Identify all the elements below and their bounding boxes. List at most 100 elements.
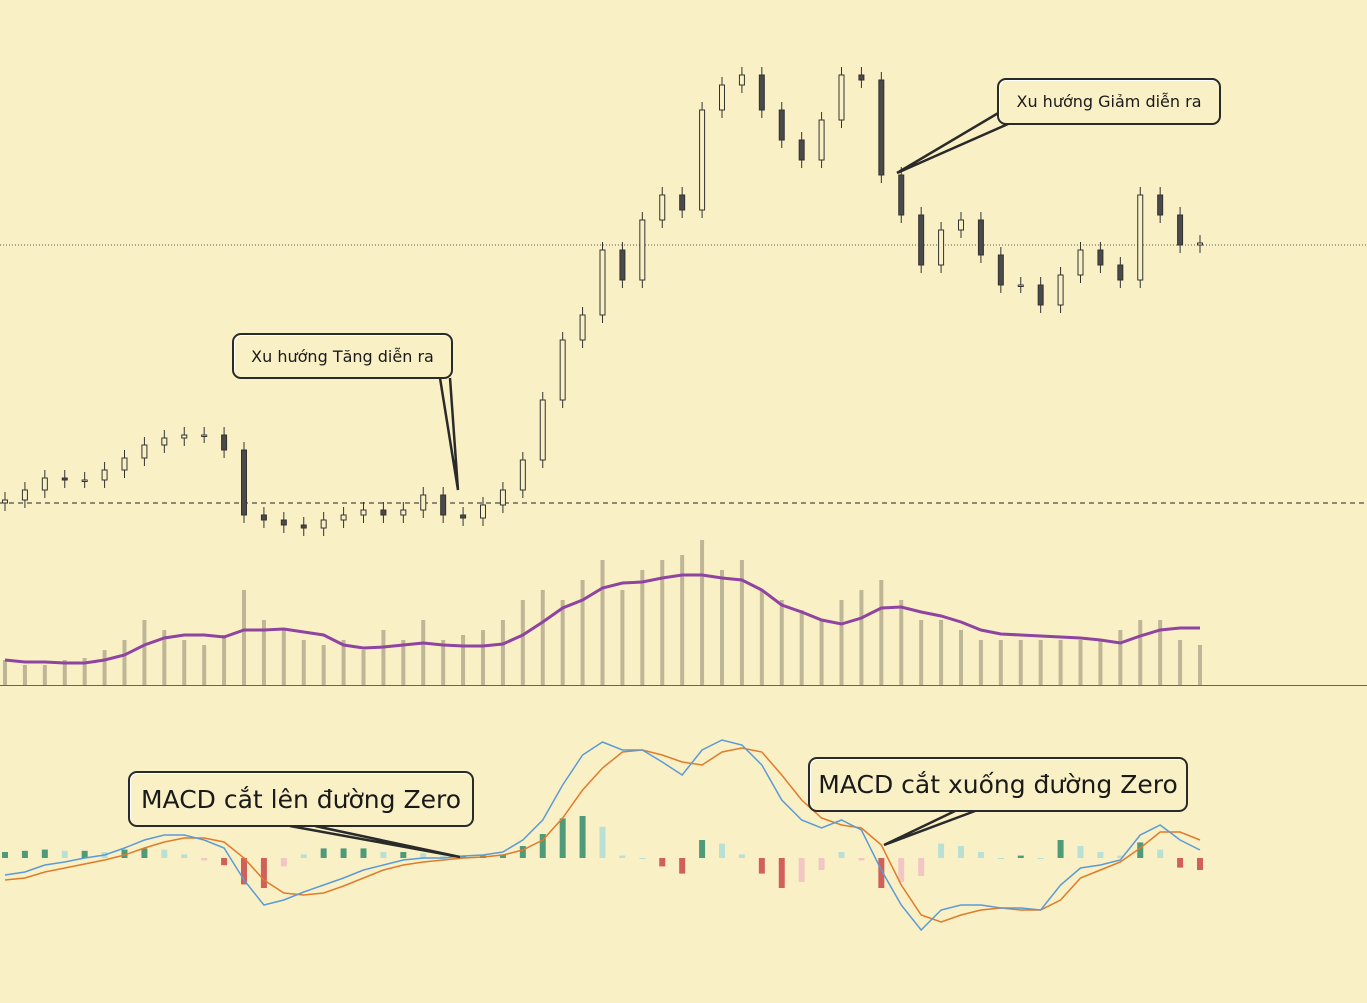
volume-bar: [739, 560, 744, 685]
candle-up: [559, 339, 566, 401]
histogram-bar: [420, 853, 427, 858]
macd-cross-down-callout: MACD cắt xuống đường Zero: [808, 757, 1188, 812]
candle-down: [878, 79, 885, 176]
volume-bar: [242, 590, 246, 685]
candle-up: [21, 489, 28, 501]
candle-up: [181, 434, 188, 439]
histogram-bar: [499, 854, 506, 858]
histogram-bar: [758, 858, 765, 874]
macd-cross-up-label: MACD cắt lên đường Zero: [140, 784, 462, 814]
histogram-bar: [161, 849, 168, 858]
volume-bar: [640, 570, 645, 685]
volume-bars: [3, 540, 1202, 685]
macd-cross-down-pointer: [883, 809, 976, 847]
volume-bar: [1178, 640, 1183, 685]
histogram-bar: [300, 854, 307, 858]
volume-bar: [799, 610, 804, 685]
macd-cross-up-pointer: [289, 824, 461, 859]
histogram-bar: [1177, 858, 1184, 868]
histogram-bar: [977, 852, 984, 858]
histogram-bar: [1197, 858, 1203, 870]
candle-down: [679, 194, 686, 211]
macd-cross-down-label: MACD cắt xuống đường Zero: [818, 770, 1178, 799]
histogram-bar: [878, 858, 885, 888]
volume-bar: [939, 620, 944, 685]
histogram-bar: [380, 852, 387, 858]
volume-bar: [321, 645, 326, 685]
candles: [2, 67, 1203, 536]
candle-down: [798, 139, 805, 161]
uptrend-callout: Xu hướng Tăng diễn ra: [232, 333, 453, 379]
histogram-bar: [719, 843, 725, 858]
histogram-bar: [440, 855, 447, 858]
histogram-bar: [400, 852, 407, 858]
volume-bar: [879, 580, 884, 685]
candle-down: [898, 174, 905, 216]
histogram-bar: [1017, 855, 1024, 858]
histogram-bar: [559, 818, 566, 858]
volume-bar: [660, 560, 665, 685]
candle-up: [1077, 249, 1084, 276]
histogram-bar: [141, 848, 148, 858]
downtrend-pointer: [896, 110, 1009, 175]
volume-bar: [700, 540, 705, 685]
histogram-bar: [360, 848, 367, 858]
candle-down: [440, 494, 447, 516]
histogram-bar: [221, 858, 228, 866]
candle-up: [699, 109, 706, 211]
volume-bar: [620, 590, 625, 685]
candle-up: [1057, 274, 1064, 306]
volume-bar: [959, 630, 963, 685]
candle-down: [977, 219, 984, 256]
candle-down: [61, 477, 68, 481]
histogram-bar: [519, 846, 526, 858]
volume-bar: [560, 600, 565, 685]
candle-down: [241, 449, 247, 516]
volume-bar: [919, 620, 924, 685]
volume-bar: [82, 658, 87, 685]
candle-up: [738, 74, 745, 86]
histogram-bar: [1097, 852, 1104, 858]
histogram-bar: [1137, 842, 1144, 858]
volume-bar: [680, 555, 685, 685]
candle-up: [539, 399, 546, 461]
histogram-bar: [838, 852, 845, 858]
volume-bar: [1138, 620, 1143, 685]
volume-bar: [441, 640, 446, 685]
volume-bar: [222, 635, 227, 685]
volume-bar: [421, 620, 426, 685]
volume-bar: [301, 640, 306, 685]
candle-up: [818, 119, 825, 161]
histogram-bar: [241, 858, 247, 885]
histogram-bar: [21, 850, 28, 858]
candle-up: [141, 444, 148, 459]
volume-bar: [42, 665, 47, 685]
volume-bar: [62, 660, 67, 685]
candle-up: [121, 457, 128, 471]
volume-bar: [1078, 640, 1083, 685]
volume-bar: [580, 580, 585, 685]
macd-cross-up-callout: MACD cắt lên đường Zero: [128, 771, 474, 827]
histogram-bar: [41, 849, 48, 858]
volume-bar: [520, 600, 525, 685]
candle-up: [838, 74, 845, 121]
candle-up: [1197, 242, 1203, 246]
histogram-bar: [181, 854, 188, 858]
volume-bar: [182, 640, 187, 685]
candle-up: [201, 434, 208, 437]
histogram-bar: [1037, 858, 1044, 859]
candle-up: [1137, 194, 1144, 281]
callout-pointers: [289, 110, 1009, 859]
candle-up: [161, 437, 168, 446]
candle-up: [340, 514, 347, 521]
volume-bar: [600, 560, 605, 685]
histogram-bar: [320, 848, 327, 858]
candle-down: [997, 254, 1004, 286]
histogram-bar: [778, 858, 785, 888]
volume-bar: [1198, 645, 1202, 685]
volume-bar: [1158, 620, 1163, 685]
candle-down: [300, 524, 307, 529]
candle-down: [1177, 214, 1184, 246]
volume-bar: [759, 590, 764, 685]
histogram-bar: [699, 840, 706, 858]
